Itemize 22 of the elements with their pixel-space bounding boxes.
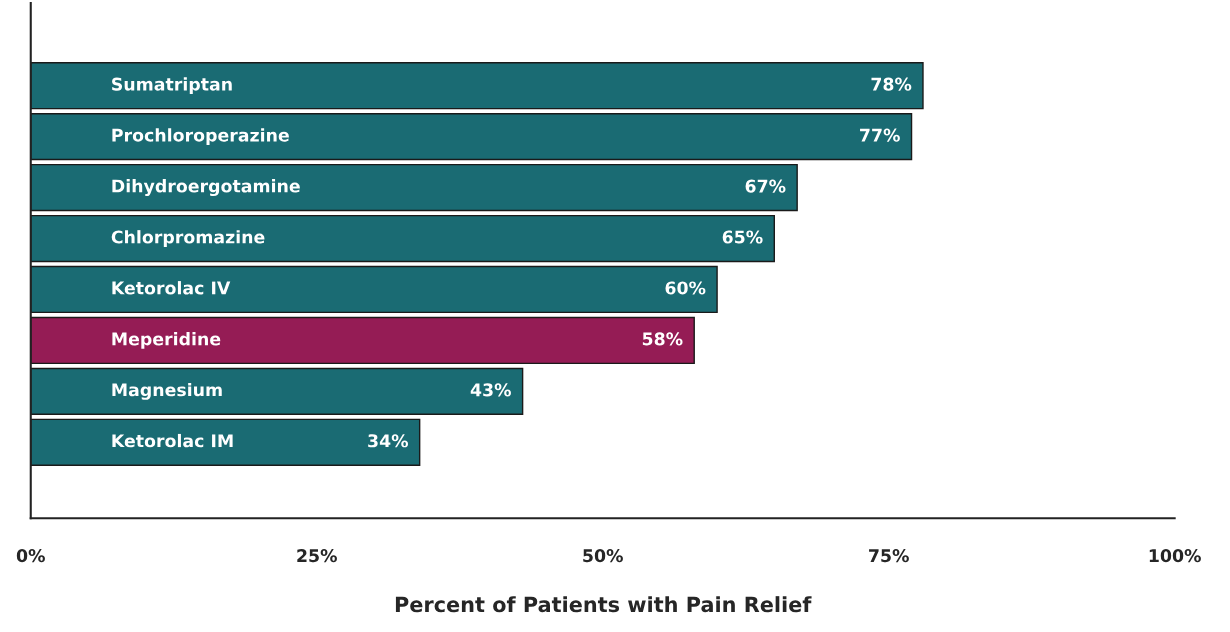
x-axis-title: Percent of Patients with Pain Relief (395, 596, 812, 613)
data-label: 58% (642, 332, 683, 346)
data-label: 34% (368, 434, 409, 448)
data-label: 43% (470, 383, 511, 397)
data-label: 78% (871, 77, 912, 91)
data-label: 67% (745, 179, 786, 193)
y-tick-label: Chlorpromazine (111, 230, 265, 247)
data-label: 65% (722, 230, 763, 244)
x-tick-label: 75% (869, 549, 909, 563)
y-tick-label: Ketorolac IV (112, 281, 231, 295)
x-tick-label: 25% (297, 549, 337, 563)
y-tick-label: Magnesium (112, 382, 222, 400)
y-tick-label: Dihydroergotamine (112, 179, 300, 197)
y-tick-label: Prochloroperazine (112, 128, 289, 146)
x-tick-label: 100% (1149, 549, 1201, 563)
y-tick-label: Sumatriptan (112, 77, 232, 95)
data-label: 60% (665, 281, 706, 295)
x-tick-label: 0% (16, 549, 45, 563)
y-tick-label: Ketorolac IM (112, 433, 233, 448)
x-tick-label: 50% (583, 549, 623, 563)
y-tick-label: Meperidine (112, 332, 221, 349)
data-label: 77% (860, 128, 900, 142)
